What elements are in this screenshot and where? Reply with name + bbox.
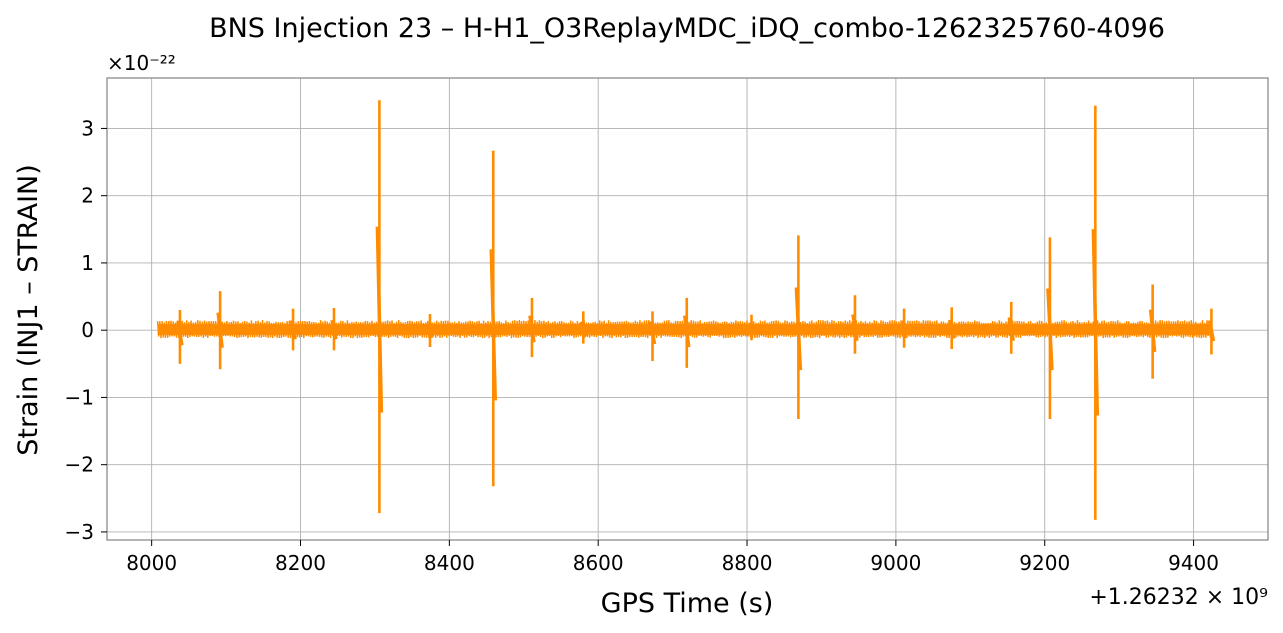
spike-core	[289, 320, 297, 340]
x-tick-label: 8400	[424, 551, 475, 575]
spike-core	[648, 321, 657, 345]
spike-core	[1091, 229, 1100, 416]
y-tick-label: 0	[81, 318, 94, 342]
y-tick-label: −3	[65, 520, 94, 544]
spike-core	[1148, 309, 1157, 353]
x-tick-label: 9000	[870, 551, 921, 575]
chart-title: BNS Injection 23 – H-H1_O3ReplayMDC_iDQ_…	[209, 13, 1165, 44]
y-tick-label: −1	[65, 385, 94, 409]
spike-core	[375, 226, 384, 413]
spike-core	[747, 322, 756, 336]
spike-core	[330, 319, 338, 340]
x-tick-label: 9400	[1168, 551, 1219, 575]
x-tick-label: 8000	[126, 551, 177, 575]
x-tick-label: 8800	[722, 551, 773, 575]
data-layer	[156, 100, 1216, 520]
y-tick-label: 2	[81, 184, 94, 208]
spike-core	[900, 320, 908, 339]
x-tick-label: 9200	[1019, 551, 1070, 575]
spike-core	[176, 320, 184, 346]
spike-core	[794, 287, 803, 371]
spike-core	[947, 319, 956, 340]
x-tick-label: 8600	[573, 551, 624, 575]
spike-core	[216, 312, 224, 348]
spike-core	[1207, 320, 1216, 342]
spike-core	[1046, 288, 1054, 371]
spike-core	[426, 322, 434, 339]
y-tick-label: 1	[81, 251, 94, 275]
spike-core	[851, 314, 859, 342]
y-tick-label: 3	[81, 116, 94, 140]
plot-frame	[106, 77, 1269, 541]
x-tick-label: 8200	[275, 551, 326, 575]
x-offset-label: +1.26232 × 10⁹	[1089, 585, 1268, 610]
spike-core	[489, 249, 498, 401]
x-axis-label: GPS Time (s)	[601, 588, 774, 619]
y-axis-label: Strain (INJ1 – STRAIN)	[13, 164, 44, 456]
spike-core	[1007, 317, 1015, 342]
y-tick-label: −2	[65, 453, 94, 477]
spike-core	[579, 321, 587, 337]
spike-core	[528, 315, 536, 343]
y-scale-label: ×10⁻²²	[107, 51, 176, 75]
spike-core	[683, 315, 691, 348]
tick-layer: 8000 8200 8400 8600 8800 9000 9200 9400 −3 −2 −1 0 1…	[65, 116, 1220, 575]
